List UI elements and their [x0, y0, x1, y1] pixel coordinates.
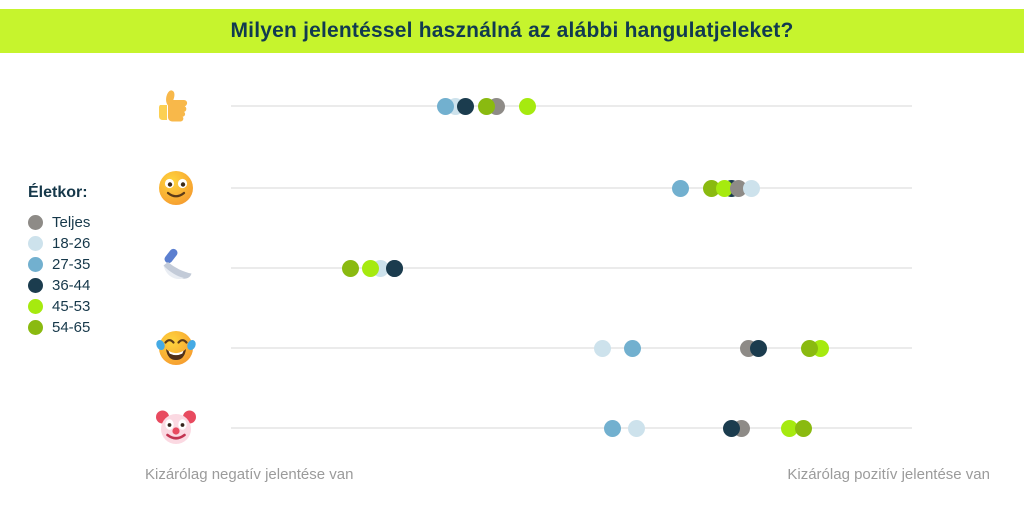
data-dot-45-53: [716, 179, 734, 197]
axis-label-positive: Kizárólag pozitív jelentése van: [787, 466, 990, 483]
legend-item-label: 36-44: [52, 277, 91, 294]
legend-item-label: 27-35: [52, 256, 91, 273]
legend-item-36-44: 36-44: [28, 275, 90, 296]
legend-item-label: 54-65: [52, 319, 91, 336]
data-dot-36-44: [385, 259, 403, 277]
legend: Életkor: Teljes 18-26 27-35 36-44 45-53 …: [28, 184, 90, 338]
data-dot-18-26: [627, 419, 645, 437]
data-dot-54-65: [477, 97, 495, 115]
row-track: [231, 339, 912, 357]
legend-item-45-53: 45-53: [28, 296, 90, 317]
legend-item-teljes: Teljes: [28, 212, 90, 233]
data-dot-27-35: [624, 339, 642, 357]
thumbs-up-emoji-icon: [154, 84, 198, 128]
legend-dot-icon: [28, 215, 43, 230]
legend-heading: Életkor:: [28, 184, 88, 201]
data-dot-27-35: [437, 97, 454, 115]
data-dot-27-35: [671, 179, 689, 197]
slightly-smiling-face-emoji-icon: [154, 166, 198, 210]
data-dot-54-65: [801, 339, 819, 357]
data-dot-36-44: [723, 419, 741, 437]
row-track: [231, 179, 912, 197]
legend-item-label: 18-26: [52, 235, 91, 252]
data-dot-45-53: [780, 419, 798, 437]
data-dot-27-35: [603, 419, 621, 437]
data-dot-54-65: [794, 419, 812, 437]
data-dot-36-44: [457, 97, 475, 115]
legend-dot-icon: [28, 299, 43, 314]
data-dot-54-65: [341, 259, 359, 277]
legend-item-27-35: 27-35: [28, 254, 90, 275]
data-dot-45-53: [518, 97, 536, 115]
data-dot-36-44: [750, 339, 768, 357]
row-track: [231, 419, 912, 437]
row-track: [231, 259, 912, 277]
data-dot-18-26: [743, 179, 761, 197]
legend-item-54-65: 54-65: [28, 317, 90, 338]
legend-item-label: Teljes: [52, 214, 91, 231]
data-dot-54-65: [702, 179, 720, 197]
legend-dot-icon: [28, 278, 43, 293]
data-dot-18-26: [593, 339, 611, 357]
page-title: Milyen jelentéssel használná az alábbi h…: [230, 19, 794, 42]
legend-item-label: 45-53: [52, 298, 91, 315]
legend-dot-icon: [28, 257, 43, 272]
kitchen-knife-emoji-icon: [154, 246, 198, 290]
data-dot-45-53: [362, 259, 380, 277]
title-banner: Milyen jelentéssel használná az alábbi h…: [0, 9, 1024, 53]
legend-dot-icon: [28, 236, 43, 251]
data-dot-Teljes: [729, 179, 747, 197]
axis-label-negative: Kizárólag negatív jelentése van: [145, 466, 354, 483]
legend-dot-icon: [28, 320, 43, 335]
row-track: [231, 97, 912, 115]
clown-face-emoji-icon: [154, 406, 198, 450]
face-with-tears-of-joy-emoji-icon: [154, 326, 198, 370]
legend-item-18-26: 18-26: [28, 233, 90, 254]
